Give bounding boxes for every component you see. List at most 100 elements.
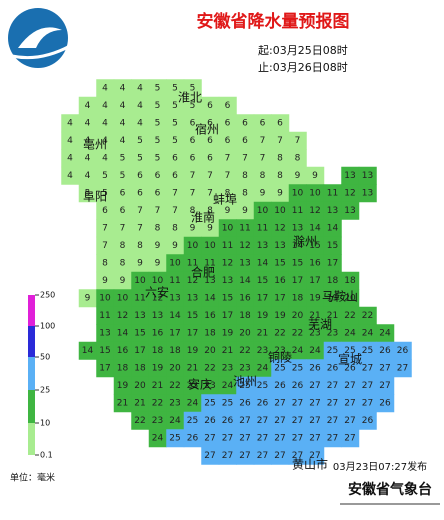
grid-cell — [358, 184, 377, 203]
grid-cell — [236, 289, 255, 308]
legend-label: 10 — [40, 419, 50, 428]
grid-cell — [131, 166, 150, 185]
grid-cell — [131, 219, 150, 238]
grid-cell — [166, 411, 185, 430]
grid-value: 20 — [292, 311, 304, 321]
grid-value: 27 — [344, 381, 355, 391]
grid-cell — [218, 446, 237, 465]
grid-cell — [148, 79, 167, 98]
grid-value: 25 — [204, 399, 215, 409]
grid-value: 14 — [327, 224, 339, 234]
grid-cell — [306, 341, 325, 360]
grid-cell — [393, 359, 412, 378]
grid-value: 4 — [85, 154, 91, 164]
grid-cell — [253, 446, 272, 465]
grid-value: 19 — [187, 346, 199, 356]
grid-value: 24 — [169, 416, 181, 426]
grid-cell — [113, 131, 132, 150]
grid-cell — [113, 359, 132, 378]
grid-value: 6 — [172, 154, 178, 164]
grid-cell — [218, 411, 237, 430]
grid-value: 8 — [120, 259, 126, 269]
grid-cell — [166, 184, 185, 203]
grid-cell — [201, 149, 220, 168]
grid-cell — [201, 131, 220, 150]
grid-value: 6 — [190, 119, 196, 129]
city-label: 安庆 — [188, 377, 212, 392]
grid-value: 10 — [274, 206, 286, 216]
grid-value: 10 — [309, 189, 321, 199]
grid-cell — [271, 114, 290, 133]
grid-value: 4 — [137, 101, 143, 111]
grid-value: 13 — [169, 294, 180, 304]
grid-cell — [236, 359, 255, 378]
grid-cell — [131, 341, 150, 360]
grid-value: 24 — [222, 381, 234, 391]
grid-cell — [253, 359, 272, 378]
grid-value: 5 — [172, 136, 178, 146]
grid-cell — [96, 201, 115, 220]
grid-cell — [271, 429, 290, 448]
grid-cell — [253, 324, 272, 343]
end-time: 止:03月26日08时 — [258, 61, 348, 74]
grid-cell — [166, 271, 185, 290]
legend-swatch — [28, 295, 35, 326]
grid-value: 9 — [225, 206, 231, 216]
grid-value: 18 — [292, 294, 304, 304]
grid-value: 23 — [274, 346, 285, 356]
grid-cell — [166, 96, 185, 115]
grid-value: 21 — [134, 399, 145, 409]
grid-value: 24 — [187, 399, 199, 409]
grid-cell — [306, 184, 325, 203]
grid-cell — [131, 359, 150, 378]
grid-value: 18 — [134, 364, 146, 374]
grid-cell — [201, 219, 220, 238]
grid-cell — [341, 376, 360, 395]
grid-cell — [358, 324, 377, 343]
grid-value: 9 — [137, 259, 143, 269]
grid-value: 14 — [239, 276, 251, 286]
grid-value: 22 — [152, 399, 163, 409]
grid-cell — [61, 149, 80, 168]
grid-cell — [271, 411, 290, 430]
grid-cell — [183, 184, 202, 203]
grid-cell — [183, 254, 202, 273]
grid-cell — [306, 324, 325, 343]
grid-cell — [131, 184, 150, 203]
grid-cell — [306, 359, 325, 378]
grid-value: 5 — [155, 154, 161, 164]
grid-cell — [288, 324, 307, 343]
grid-cell — [218, 219, 237, 238]
grid-cell — [288, 201, 307, 220]
grid-value: 13 — [222, 276, 233, 286]
grid-value: 7 — [295, 136, 301, 146]
grid-cell — [201, 271, 220, 290]
grid-cell — [288, 289, 307, 308]
grid-value: 19 — [222, 329, 234, 339]
city-label: 芜湖 — [308, 317, 332, 332]
grid-cell — [271, 271, 290, 290]
grid-value: 27 — [222, 451, 233, 461]
grid-cell — [288, 429, 307, 448]
grid-cell — [236, 411, 255, 430]
legend-label: 250 — [40, 291, 55, 300]
grid-value: 24 — [379, 329, 391, 339]
grid-value: 26 — [187, 434, 199, 444]
grid-cell — [183, 376, 202, 395]
grid-cell — [236, 446, 255, 465]
grid-value: 4 — [85, 101, 91, 111]
grid-cell — [166, 219, 185, 238]
grid-value: 27 — [379, 381, 390, 391]
legend-swatch — [28, 326, 35, 357]
grid-cell — [148, 219, 167, 238]
grid-value: 5 — [172, 84, 178, 94]
grid-cell — [201, 324, 220, 343]
grid-cell — [323, 411, 342, 430]
grid-value: 7 — [137, 224, 143, 234]
grid-cell — [113, 376, 132, 395]
city-label: 六安 — [145, 285, 169, 300]
grid-value: 17 — [309, 276, 320, 286]
grid-cell — [271, 289, 290, 308]
grid-value: 25 — [327, 346, 338, 356]
grid-cell — [96, 359, 115, 378]
